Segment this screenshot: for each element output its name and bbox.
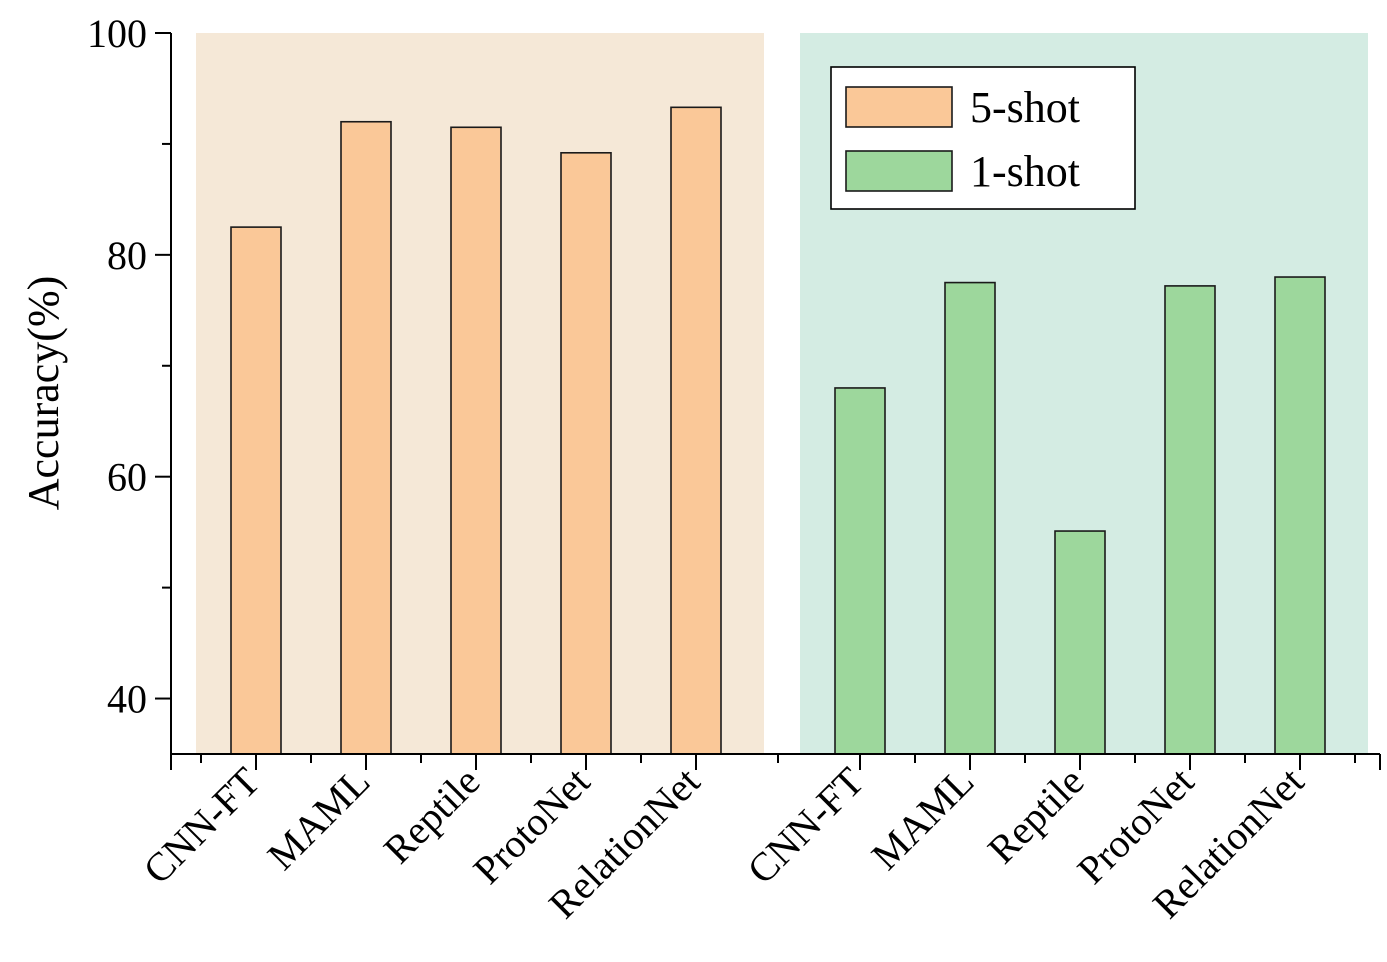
y-tick-label: 80: [107, 233, 147, 278]
y-tick-label: 60: [107, 455, 147, 500]
bar-5-shot-CNN-FT: [230, 226, 282, 755]
bar-5-shot-ProtoNet: [560, 151, 612, 755]
bar-5-shot-RelationNet: [670, 106, 722, 755]
legend-label: 1-shot: [970, 147, 1080, 196]
x-tick-label: CNN-FT: [738, 759, 872, 893]
legend: 5-shot 1-shot: [830, 66, 1136, 210]
bar-1-shot-Reptile: [1054, 530, 1106, 755]
x-tick-label: CNN-FT: [134, 759, 268, 893]
bars: [230, 106, 1326, 755]
bar-5-shot-MAML: [340, 120, 392, 755]
legend-swatch-5-shot: [845, 86, 953, 128]
bar-5-shot-Reptile: [450, 126, 502, 755]
bar-1-shot-MAML: [944, 281, 996, 755]
y-tick-label: 40: [107, 677, 147, 722]
bar-1-shot-RelationNet: [1274, 276, 1326, 755]
legend-label: 5-shot: [970, 83, 1080, 132]
bar-1-shot-ProtoNet: [1164, 285, 1216, 755]
legend-swatch-1-shot: [845, 150, 953, 192]
x-tick-label: MAML: [259, 759, 379, 879]
bar-1-shot-CNN-FT: [834, 387, 886, 755]
y-ticks: 40 60 80 100: [87, 11, 171, 722]
y-axis-title: Accuracy(%): [19, 276, 68, 511]
axes: [170, 33, 1380, 755]
y-tick-label: 100: [87, 11, 147, 56]
x-tick-label: MAML: [863, 759, 983, 879]
